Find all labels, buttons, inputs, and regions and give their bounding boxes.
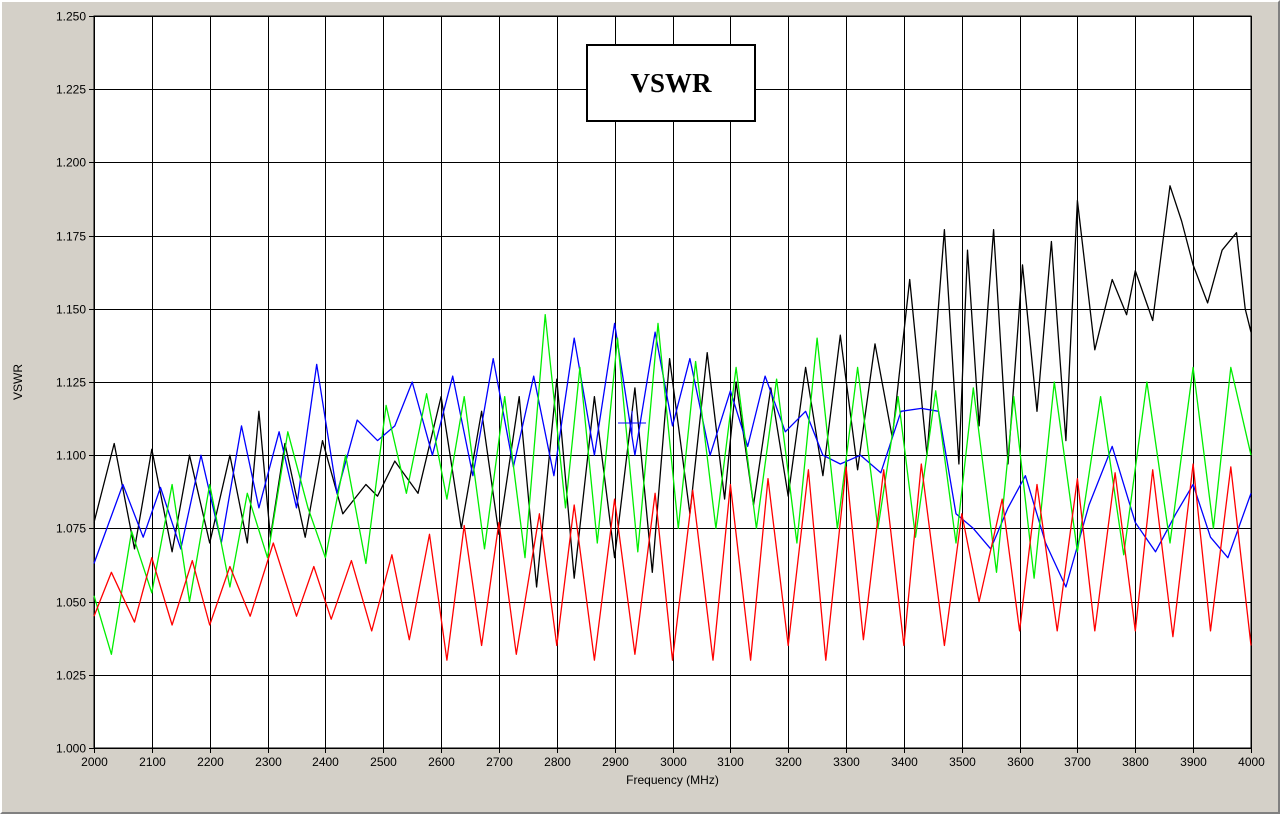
axis-layer: 2000 2100 2200 2300 2400 2500 2600 2700 2800 2900… bbox=[56, 10, 1265, 770]
x-tick-label: 2500 bbox=[370, 755, 397, 769]
y-tick-label: 1.025 bbox=[56, 669, 86, 683]
marker-layer bbox=[618, 410, 647, 435]
x-tick-label: 2700 bbox=[486, 755, 513, 769]
x-tick-label: 2100 bbox=[139, 755, 166, 769]
x-tick-label: 3100 bbox=[717, 755, 744, 769]
series-layer bbox=[93, 185, 1252, 661]
x-tick-label: 3000 bbox=[660, 755, 687, 769]
x-tick-label: 3600 bbox=[1007, 755, 1034, 769]
chart-title-box: VSWR bbox=[586, 44, 756, 122]
x-tick-label: 2900 bbox=[602, 755, 629, 769]
y-tick-label: 1.250 bbox=[56, 10, 86, 24]
y-axis-title: VSWR bbox=[11, 364, 25, 400]
chart-title: VSWR bbox=[630, 68, 712, 98]
y-tick-label: 1.175 bbox=[56, 230, 86, 244]
series-line-1 bbox=[93, 185, 1252, 588]
y-tick-label: 1.125 bbox=[56, 376, 86, 390]
x-tick-label: 2400 bbox=[312, 755, 339, 769]
x-tick-label: 2600 bbox=[428, 755, 455, 769]
x-tick-label: 3900 bbox=[1180, 755, 1207, 769]
x-tick-label: 3300 bbox=[833, 755, 860, 769]
x-tick-label: 3800 bbox=[1122, 755, 1149, 769]
grid-layer bbox=[94, 16, 1252, 749]
x-tick-label: 2300 bbox=[255, 755, 282, 769]
x-tick-label: 3200 bbox=[775, 755, 802, 769]
x-tick-label: 2800 bbox=[544, 755, 571, 769]
x-tick-label: 4000 bbox=[1238, 755, 1265, 769]
title-frame bbox=[586, 44, 756, 122]
x-tick-label: 2200 bbox=[197, 755, 224, 769]
y-tick-label: 1.100 bbox=[56, 449, 86, 463]
x-tick-label: 3400 bbox=[891, 755, 918, 769]
x-axis-title: Frequency (MHz) bbox=[626, 773, 719, 787]
y-tick-label: 1.075 bbox=[56, 522, 86, 536]
x-tick-label: 2000 bbox=[81, 755, 108, 769]
y-tick-label: 1.050 bbox=[56, 596, 86, 610]
x-tick-label: 3700 bbox=[1064, 755, 1091, 769]
series-line-4 bbox=[93, 463, 1252, 661]
y-tick-label: 1.225 bbox=[56, 83, 86, 97]
y-tick-label: 1.000 bbox=[56, 742, 86, 756]
series-line-2 bbox=[93, 322, 1252, 588]
y-tick-label: 1.150 bbox=[56, 303, 86, 317]
y-tick-label: 1.200 bbox=[56, 156, 86, 170]
x-tick-label: 3500 bbox=[949, 755, 976, 769]
